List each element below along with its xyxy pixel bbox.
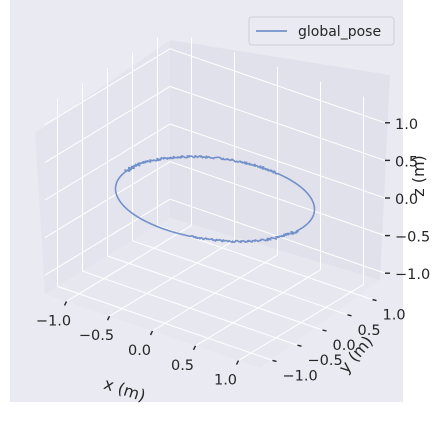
z-tick-label: 1.0 [395, 117, 418, 133]
z-tick-label: −0.5 [395, 230, 430, 246]
grid-line-z-left [44, 48, 171, 126]
grid-line-z-right [169, 48, 386, 124]
x-tick-mark [149, 330, 154, 336]
y-tick-label: 1.0 [383, 308, 406, 324]
x-tick-mark [106, 315, 111, 321]
x-tick-label: −1.0 [36, 313, 71, 329]
y-tick-mark [347, 314, 352, 317]
y-tick-mark [272, 359, 277, 363]
z-tick-label: 0.0 [395, 192, 418, 208]
x-tick-mark [235, 360, 240, 365]
grid-line-z-left [44, 85, 171, 163]
y-tick-mark [297, 344, 302, 347]
x-tick-label: 1.0 [214, 373, 237, 389]
grid-line-x [195, 269, 321, 347]
y-tick-mark [372, 298, 377, 302]
y-tick-label: 0.5 [358, 323, 381, 339]
x-tick-label: −0.5 [79, 328, 114, 344]
pane-back-right [170, 40, 390, 280]
grid-line-z-right [169, 85, 386, 161]
x-tick-label: 0.0 [128, 343, 151, 359]
y-tick-label: 0.0 [333, 338, 356, 354]
z-tick-label: 0.5 [395, 154, 418, 170]
z-tick-label: −1.0 [395, 267, 430, 283]
grid-line-y [107, 255, 323, 331]
grid-line-x [238, 284, 364, 362]
grid-lines [44, 37, 386, 362]
legend-box [248, 16, 395, 46]
z-axis-label: z (m) [409, 155, 428, 197]
y-tick-label: −1.0 [283, 368, 318, 384]
x-tick-label: 0.5 [171, 358, 194, 374]
legend: global_pose [248, 16, 395, 46]
legend-label-global-pose: global_pose [298, 24, 381, 40]
pane-back-left [35, 40, 170, 294]
pane-floor [45, 218, 380, 368]
grid-line-z-right [169, 123, 386, 199]
axis-ticks: −1.0−1.0−1.0−0.5−0.5−0.50.0 0.00.00.50.50… [36, 117, 430, 389]
grid-line-y [132, 240, 348, 316]
x-tick-mark [63, 301, 68, 306]
y-tick-label: −0.5 [308, 353, 343, 369]
trajectory-global-pose [114, 154, 316, 244]
x-tick-mark [192, 345, 197, 351]
grid-line-z-left [44, 123, 171, 201]
y-tick-mark [322, 329, 327, 332]
